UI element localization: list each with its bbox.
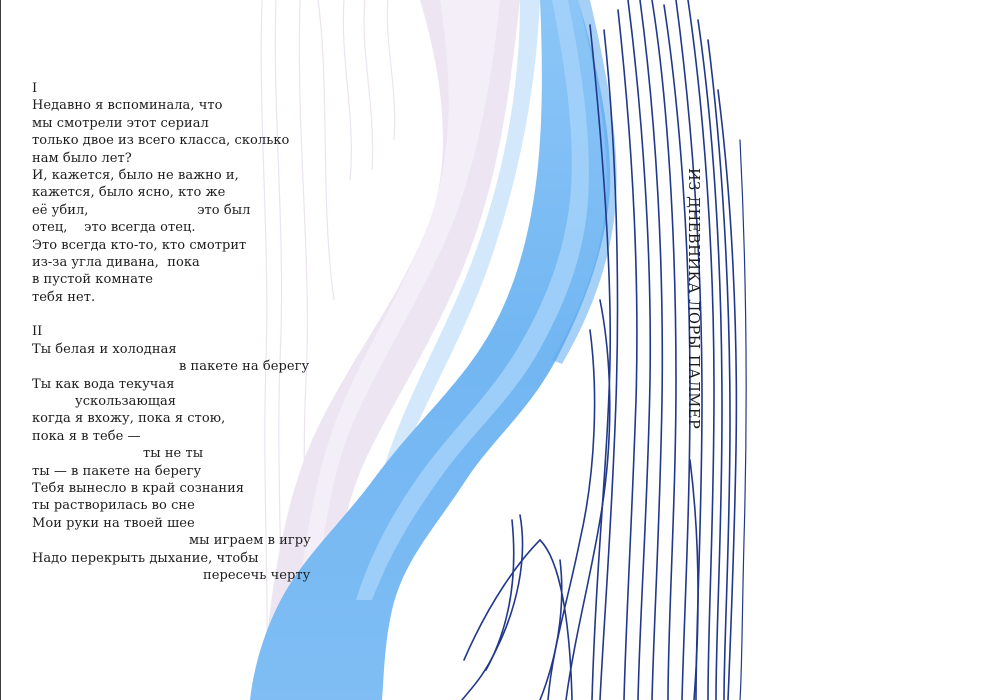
blue-band-highlight (356, 0, 589, 600)
blue-band (250, 0, 611, 700)
poem-line: только двое из всего класса, сколько (32, 133, 290, 149)
vertical-title: ИЗ ДНЕВНИКА ЛОРЫ ПАЛМЕР (685, 168, 701, 430)
stanza-gap (32, 306, 322, 323)
poem-line: кажется, было ясно, кто же (32, 185, 226, 201)
poem-line: её убил, это был (32, 202, 251, 218)
blue-band-edge (552, 0, 617, 364)
poem-line: Тебя вынесло в край сознания (32, 480, 245, 496)
poem-line: пересечь черту (203, 567, 311, 583)
poem-line: в пустой комнате (32, 272, 154, 288)
poem-line: ты — в пакете на берегу (32, 463, 202, 479)
poem-line: мы играем в игру (189, 533, 311, 549)
poem-line: Ты как вода текучая (32, 376, 175, 392)
page-left-edge (0, 0, 1, 700)
poem-line: мы смотрели этот сериал (32, 115, 209, 131)
poem-line: нам было лет? (32, 150, 132, 166)
poem-line: Мои руки на твоей шее (32, 515, 195, 531)
poem-line: Ты белая и холодная (32, 341, 177, 357)
poem-line: Недавно я вспоминала, что (32, 98, 223, 114)
part-2-numeral: II (32, 324, 43, 340)
poem: I Недавно я вспоминала, что мы смотрели … (32, 80, 322, 584)
lilac-band-soft (290, 0, 500, 700)
poem-line: И, кажется, было не важно и, (32, 167, 239, 183)
poem-line: Надо перекрыть дыхание, чтобы (32, 550, 259, 566)
poem-line: ускользающая (75, 394, 177, 410)
part-1-numeral: I (32, 81, 38, 96)
poem-line: когда я вхожу, пока я стою, (32, 411, 226, 427)
poem-line: из-за угла дивана, пока (32, 254, 200, 270)
poem-line: ты растворилась во сне (32, 498, 195, 514)
light-blue-stripe (346, 0, 540, 700)
poem-line: тебя нет. (32, 289, 96, 305)
poem-line: отец, это всегда отец. (32, 220, 196, 236)
poem-line: Это всегда кто-то, кто смотрит (32, 237, 247, 253)
poem-line: ты не ты (143, 446, 204, 462)
navy-scribbles (461, 0, 747, 700)
poem-line: пока я в тебе — (32, 428, 141, 444)
poem-line: в пакете на берегу (179, 359, 310, 375)
